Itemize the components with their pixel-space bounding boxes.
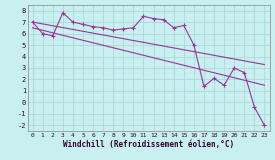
X-axis label: Windchill (Refroidissement éolien,°C): Windchill (Refroidissement éolien,°C) xyxy=(63,140,234,149)
